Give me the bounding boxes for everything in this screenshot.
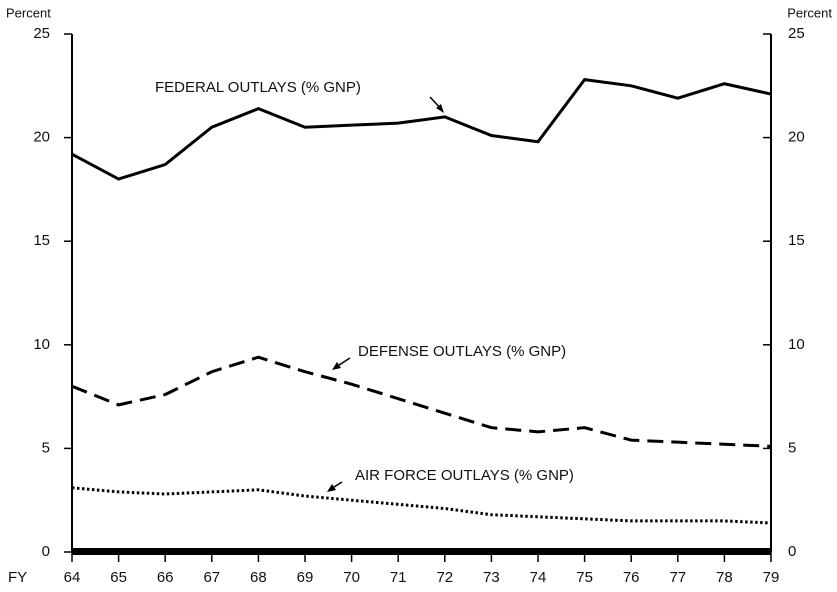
arrow-head <box>327 484 336 492</box>
x-tick-label: 67 <box>203 569 220 586</box>
x-tick-label: 77 <box>669 569 686 586</box>
x-tick-label: 78 <box>716 569 733 586</box>
arrow-head <box>332 362 341 370</box>
y-axis-label: Percent <box>6 5 51 20</box>
series-label: AIR FORCE OUTLAYS (% GNP) <box>355 467 574 484</box>
y-tick-label: 10 <box>33 336 50 353</box>
line-series <box>71 77 772 181</box>
y-tick-label: 20 <box>33 129 50 146</box>
y-tick-label: 0 <box>42 543 50 560</box>
arrow-head <box>436 104 444 113</box>
x-tick-label: 74 <box>530 569 547 586</box>
x-tick-label: 70 <box>343 569 360 586</box>
y2-tick-label: 10 <box>788 336 805 353</box>
x-tick-label: 68 <box>250 569 267 586</box>
y-tick-label: 5 <box>42 439 50 456</box>
x-axis-label: FY <box>8 569 27 586</box>
line-series <box>71 355 772 448</box>
x-tick-label: 76 <box>623 569 640 586</box>
y2-axis-label: Percent <box>787 5 832 20</box>
y2-tick-label: 25 <box>788 25 805 42</box>
x-tick-label: 66 <box>157 569 174 586</box>
series-label: FEDERAL OUTLAYS (% GNP) <box>155 79 361 96</box>
y2-tick-label: 15 <box>788 232 805 249</box>
y-tick-label: 15 <box>33 232 50 249</box>
x-tick-label: 73 <box>483 569 500 586</box>
x-tick-label: 75 <box>576 569 593 586</box>
y2-tick-label: 5 <box>788 439 796 456</box>
line-series <box>71 486 772 525</box>
x-tick-label: 71 <box>390 569 407 586</box>
x-tick-label: 79 <box>763 569 780 586</box>
y-tick-label: 25 <box>33 25 50 42</box>
x-tick-label: 64 <box>64 569 81 586</box>
y2-tick-label: 20 <box>788 129 805 146</box>
x-tick-label: 69 <box>297 569 314 586</box>
y2-tick-label: 0 <box>788 543 796 560</box>
x-tick-label: 72 <box>436 569 453 586</box>
x-axis <box>72 548 771 555</box>
series-label: DEFENSE OUTLAYS (% GNP) <box>358 343 566 360</box>
x-tick-label: 65 <box>110 569 127 586</box>
